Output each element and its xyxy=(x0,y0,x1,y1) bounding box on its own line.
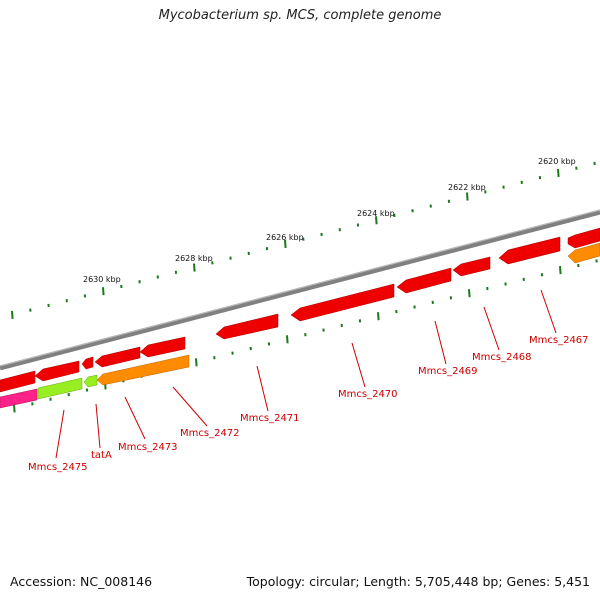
major-tick xyxy=(468,289,471,298)
kbp-label-2630: 2630 kbp xyxy=(83,275,121,284)
gene-mmcs-2470[interactable] xyxy=(290,283,395,322)
gene-label-mmcs-2472[interactable]: Mmcs_2472 xyxy=(180,428,240,439)
gene-green-tata[interactable] xyxy=(83,374,98,388)
major-tick xyxy=(195,358,198,367)
gene-label-mmcs-2467[interactable]: Mmcs_2467 xyxy=(529,335,589,346)
major-tick xyxy=(466,192,469,201)
leader-tata xyxy=(95,403,101,449)
label-leaders xyxy=(55,289,557,459)
gene-mmcs-2472[interactable] xyxy=(139,336,186,358)
major-tick xyxy=(375,216,378,225)
major-tick xyxy=(286,335,289,344)
genome-backbone-highlight xyxy=(0,209,600,367)
gene-mmcs-2473[interactable] xyxy=(94,346,141,368)
gene-small-red[interactable] xyxy=(81,356,94,370)
major-tick xyxy=(193,263,196,272)
kbp-label-2624: 2624 kbp xyxy=(357,209,395,218)
gene-mmcs-2466[interactable] xyxy=(567,227,600,249)
map-title: Mycobacterium sp. MCS, complete genome xyxy=(158,8,442,23)
kbp-label-2626: 2626 kbp xyxy=(266,233,304,242)
leader-mmcs-2471 xyxy=(256,365,269,412)
kbp-label-2620: 2620 kbp xyxy=(538,157,576,166)
gene-label-mmcs-2471[interactable]: Mmcs_2471 xyxy=(240,413,300,424)
gene-label-tata[interactable]: tatA xyxy=(91,450,112,461)
gene-label-mmcs-2469[interactable]: Mmcs_2469 xyxy=(418,366,478,377)
gene-label-mmcs-2470[interactable]: Mmcs_2470 xyxy=(338,389,398,400)
kbp-label-2622: 2622 kbp xyxy=(448,183,486,192)
gene-mmcs-2475[interactable] xyxy=(0,370,36,393)
genome-backbone xyxy=(0,209,600,371)
kbp-label-2628: 2628 kbp xyxy=(175,254,213,263)
gene-label-mmcs-2475[interactable]: Mmcs_2475 xyxy=(28,462,88,473)
gene-mmcs-2469[interactable] xyxy=(396,267,452,294)
gene-mmcs-2467[interactable] xyxy=(498,236,561,265)
gene-pink-left[interactable] xyxy=(0,388,38,409)
major-tick xyxy=(557,168,560,177)
outer-tick-row xyxy=(11,161,596,319)
leader-mmcs-2475 xyxy=(55,409,65,459)
leader-mmcs-2467 xyxy=(540,289,557,334)
leader-mmcs-2473 xyxy=(124,396,146,440)
accession-text: Accession: NC_008146 xyxy=(10,574,153,589)
major-tick xyxy=(559,266,562,275)
gene-label-mmcs-2473[interactable]: Mmcs_2473 xyxy=(118,442,178,453)
gene-mmcs-2474[interactable] xyxy=(34,360,80,382)
gene-track xyxy=(0,227,600,409)
gene-green-left[interactable] xyxy=(37,377,83,400)
gene-orange-right[interactable] xyxy=(567,242,600,264)
major-tick xyxy=(284,239,287,248)
gene-label-mmcs-2468[interactable]: Mmcs_2468 xyxy=(472,352,532,363)
major-tick xyxy=(102,287,105,296)
genome-summary-text: Topology: circular; Length: 5,705,448 bp… xyxy=(246,574,590,589)
leader-mmcs-2472 xyxy=(172,386,208,427)
major-tick xyxy=(11,310,14,319)
gene-mmcs-2471[interactable] xyxy=(215,313,279,340)
gene-mmcs-2468[interactable] xyxy=(452,256,491,277)
leader-mmcs-2470 xyxy=(351,342,366,388)
leader-mmcs-2469 xyxy=(434,320,447,365)
major-tick xyxy=(377,312,380,321)
major-tick xyxy=(13,404,16,413)
gene-orange-2472[interactable] xyxy=(96,354,190,386)
leader-mmcs-2468 xyxy=(483,306,500,351)
